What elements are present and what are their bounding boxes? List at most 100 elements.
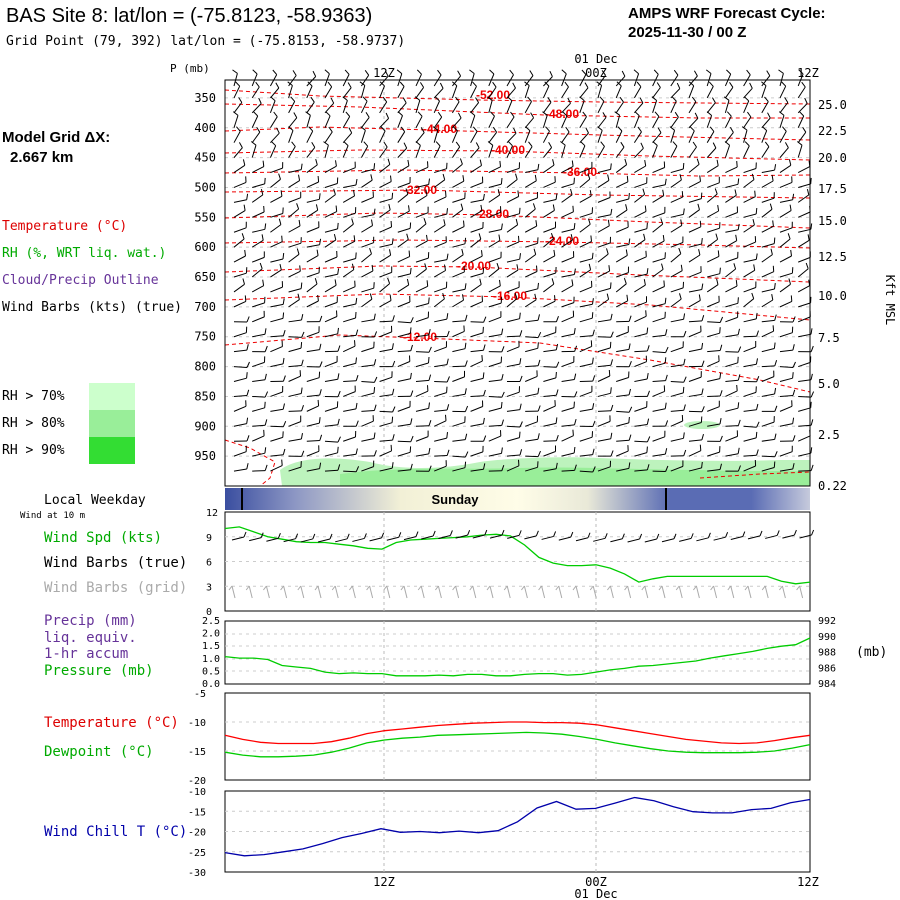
rh70-swatch — [89, 383, 135, 410]
wind-barb — [470, 344, 486, 353]
wind-barb-feather — [391, 238, 394, 245]
wind-barb — [233, 463, 249, 472]
wind-barb-feather — [769, 203, 773, 210]
wind-barb-feather — [324, 69, 330, 75]
wind-barb — [652, 357, 667, 368]
wind-barb — [761, 451, 778, 458]
wind-barb-shaft — [761, 319, 775, 323]
wind-barb-feather — [657, 127, 662, 133]
wind-barb-feather — [714, 188, 718, 195]
wind-barb-feather — [628, 193, 630, 200]
wind-barb — [796, 141, 803, 158]
wind-barb — [397, 81, 405, 99]
wind-barb-shaft — [688, 289, 702, 293]
wind-barb-shaft — [797, 86, 806, 99]
wind-barb-feather — [699, 175, 701, 182]
wind-barb-feather — [610, 450, 614, 457]
wind-barb-shaft — [269, 145, 277, 158]
surface-barb-true — [369, 537, 382, 542]
wind-barb-feather — [442, 173, 446, 180]
wind-barb-shaft — [288, 270, 301, 278]
wind-barb-shaft — [561, 302, 575, 308]
wind-barb-feather — [400, 126, 406, 132]
wind-barb-feather — [300, 342, 303, 349]
wind-barb-feather — [482, 193, 485, 200]
wind-barb — [415, 111, 423, 128]
wind-barb — [706, 159, 719, 173]
wind-barb-feather — [296, 248, 300, 255]
wind-barb — [543, 343, 559, 353]
wind-barb-shaft — [524, 271, 538, 278]
wind-barb — [597, 248, 609, 263]
surface-barb-true — [610, 538, 623, 543]
wind-barb-feather — [610, 359, 613, 366]
wind-barb-feather — [680, 219, 683, 226]
wind-barb-shaft — [397, 115, 403, 128]
wind-barb — [415, 252, 430, 263]
wind-barb — [288, 370, 301, 382]
wind-barb — [306, 126, 314, 143]
surface-barb-grid-feather — [658, 585, 663, 591]
wind-barb — [415, 178, 430, 188]
wind-barb-feather — [719, 316, 724, 323]
surface-barb-true-feather — [363, 533, 367, 539]
wind-barb-feather — [592, 466, 596, 473]
wind-barb-shaft — [379, 283, 390, 293]
wind-barb-feather — [634, 111, 640, 117]
wind-barb-feather — [501, 419, 504, 426]
wind-barb-feather — [279, 263, 282, 271]
height-tick-9: 2.5 — [818, 428, 840, 442]
wind-barb — [506, 312, 521, 323]
wind-barb-shaft — [451, 85, 458, 99]
wind-barb-shaft — [415, 285, 428, 293]
wind-barb — [233, 361, 250, 368]
wind-barb-feather — [766, 70, 771, 76]
surface-barb-true-feather — [673, 533, 677, 539]
wind-barb-feather — [628, 361, 632, 367]
wind-barb-shaft — [415, 116, 423, 128]
wind-barb — [779, 204, 792, 218]
wind-barb — [433, 414, 447, 427]
wind-barb — [706, 188, 718, 203]
surface-barb-grid-feather — [262, 585, 267, 591]
wind-barb-shaft — [288, 466, 302, 472]
wind-barb-shaft — [324, 440, 339, 443]
wind-barb-shaft — [634, 350, 648, 353]
wind-barb-feather — [756, 421, 760, 428]
wind-barb-feather — [242, 278, 245, 285]
wind-barb — [470, 463, 486, 472]
wind-barb-feather — [385, 112, 390, 119]
surface-barb-true — [300, 538, 313, 543]
wind-barb-shaft — [270, 454, 284, 457]
wind-barb-feather — [792, 463, 795, 470]
wind-barb-shaft — [597, 85, 603, 99]
wind-barb-shaft — [670, 392, 684, 397]
wind-barb-feather — [724, 141, 730, 146]
wind-tick-9: 9 — [206, 533, 212, 544]
wind-barb — [634, 296, 647, 308]
wind-barb — [324, 401, 339, 412]
wind-barb-shaft — [306, 209, 318, 218]
wind-barb-shaft — [252, 379, 266, 383]
wind-barb — [706, 278, 719, 293]
wind-barb-shaft — [506, 465, 520, 472]
wind-barb-feather — [246, 316, 250, 323]
temp-contour-3 — [224, 149, 811, 161]
wind-barb-shaft — [779, 332, 793, 338]
wind-barb-shaft — [634, 102, 644, 114]
wind-barb-feather — [434, 96, 440, 102]
wind-barb — [779, 372, 794, 382]
wind-barb-feather — [774, 405, 778, 412]
wind-barb-feather — [644, 205, 647, 212]
wind-barb-shaft — [597, 253, 609, 263]
wind-barb-shaft — [579, 116, 587, 129]
wind-barb — [779, 435, 796, 442]
wind-barb — [797, 234, 810, 248]
wind-barb-feather — [399, 81, 405, 87]
wind-barb — [798, 328, 813, 338]
wind-barb-shaft — [434, 409, 448, 412]
wind-barb — [343, 179, 358, 188]
wind-barb-shaft — [779, 423, 793, 427]
surface-barb-grid-feather — [297, 585, 302, 591]
wind-barb — [324, 250, 338, 263]
